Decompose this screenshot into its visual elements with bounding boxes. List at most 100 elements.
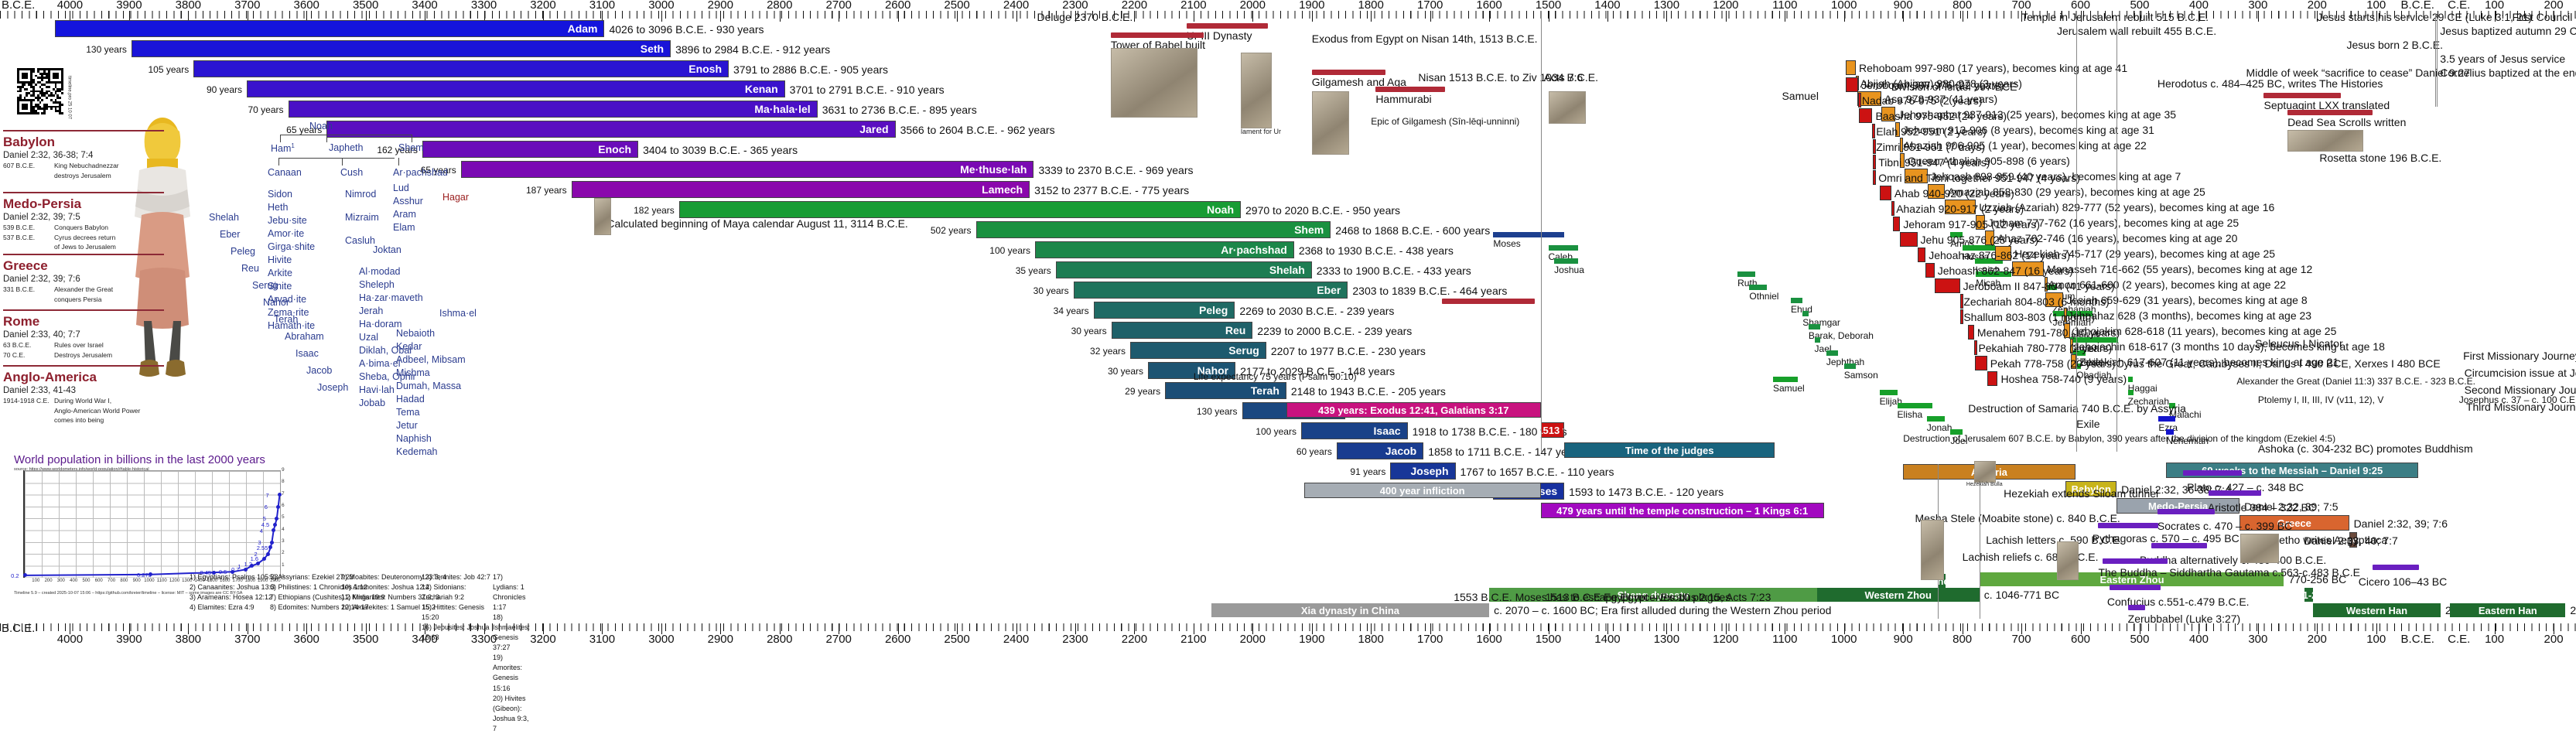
genealogy-name: Ha·zar·maveth xyxy=(359,292,423,303)
axis-tick-label: 3700 xyxy=(234,633,261,646)
accent-strip xyxy=(1441,299,1535,304)
era-divider-line xyxy=(2436,14,2438,107)
axis-tick-label: 2600 xyxy=(884,633,911,646)
genealogy-root: Noah xyxy=(309,121,333,131)
prophet-name: Micah xyxy=(1976,278,2001,288)
patriarch-bar: Reu xyxy=(1111,322,1253,339)
empire-bar-label: Greece xyxy=(2277,517,2311,529)
patriarch-name: Kenan xyxy=(744,83,778,95)
pop-chart-xtick: 800 xyxy=(120,579,128,583)
axis-major-tick xyxy=(1843,623,1845,634)
patriarch-gap-years: 32 years xyxy=(1090,346,1126,357)
prophet-bar xyxy=(1548,245,1578,251)
timeline-annotation: Exodus from Egypt on Nisan 14th, 1513 B.… xyxy=(1311,32,1538,45)
china-dynasty-label: Western Han xyxy=(2345,604,2408,616)
timeline-annotation: 1553 B.C.E. Moses has to escape Egypt – … xyxy=(1454,591,1771,603)
empire-scripture-ref: Daniel 2:32, 36-38; 7:4 xyxy=(2121,483,2231,496)
axis-tick-label: 2800 xyxy=(767,633,793,646)
timeline-annotation: 3.5 years of Jesus service xyxy=(2440,53,2566,65)
patriarch-dates: 3701 to 2791 B.C.E. - 910 years xyxy=(789,84,945,96)
footnote-item: 16) Jebusites: Joshua 15:63 xyxy=(422,623,490,642)
empire-bar-label: Medo-Persia xyxy=(2147,500,2209,512)
patriarch-bar: Shelah xyxy=(1055,261,1312,278)
empire-bar: Babylon xyxy=(2065,481,2117,497)
king-label: Abijah (Abijam) 980-978 (3 years) xyxy=(1860,77,2022,90)
genealogy-connector xyxy=(326,135,327,142)
genealogy-name: Mishma xyxy=(396,367,430,378)
prophet-name: Ehud xyxy=(1790,304,1812,315)
footnote-column: 9) Moabites: Deuteronomy 23:3, 4 10) Ammo… xyxy=(341,572,446,613)
world-population-chart: World population in billions in the last… xyxy=(11,453,300,608)
pop-chart-point xyxy=(266,551,271,556)
axis-major-tick xyxy=(483,623,485,634)
empire-scripture-ref: Daniel 2:33, 40; 7:7 xyxy=(2304,534,2398,547)
patriarch-gap-years: 162 years xyxy=(377,145,419,155)
prophet-name: Haggai xyxy=(2127,383,2157,394)
king-reign-bar xyxy=(2069,339,2073,353)
philosopher-strip xyxy=(2102,558,2168,564)
axis-major-tick xyxy=(2198,11,2200,22)
axis-major-tick xyxy=(1134,623,1136,634)
axis-tick-label: 1600 xyxy=(1476,633,1502,646)
king-reign-bar xyxy=(1934,278,1960,293)
pop-chart-xtick: 700 xyxy=(108,579,116,583)
king-label: Jehoiachin 618-617 (3 months 10 days), b… xyxy=(2073,340,2385,353)
pop-chart-point-label: 0.7 xyxy=(231,566,240,574)
empire-scripture: Daniel 2:33, 40; 7:7 xyxy=(3,330,80,340)
patriarch-dates: 2970 to 2020 B.C.E. - 950 years xyxy=(1245,204,1401,217)
event-bar: 479 years until the temple construction … xyxy=(1540,503,1824,518)
prophet-name: Elisha xyxy=(1897,409,1923,420)
axis-tick-label: 200 xyxy=(2544,633,2564,646)
axis-tick-label: 900 xyxy=(1893,0,1913,12)
axis-era-ce: C.E. xyxy=(2448,0,2471,12)
axis-major-tick xyxy=(128,623,130,634)
china-dynasty-bar: Eastern Han xyxy=(2450,603,2566,617)
king-reign-bar xyxy=(1975,356,1987,370)
king-reign-bar xyxy=(1900,232,1918,247)
king-label: Jehoash 862-847 (16 years) xyxy=(1937,265,2073,277)
genealogy-name: Dumah, Massa xyxy=(396,381,462,391)
axis-tick-label: 3100 xyxy=(589,0,616,12)
event-bar: Israel in the wilderness 1513 to 1473 B.… xyxy=(1540,422,1565,438)
era-divider-line xyxy=(2435,14,2437,107)
prophet-bar xyxy=(2045,285,2057,290)
axis-major-tick xyxy=(957,623,958,634)
footnote-item: 4) Elamites: Ezra 4:9 xyxy=(190,603,255,612)
patriarch-dates: 2368 to 1930 B.C.E. - 438 years xyxy=(1298,244,1454,257)
footnote-item: 14) Sidonians: Zechariah 9:2 xyxy=(422,583,466,602)
empire-name: Greece xyxy=(3,258,48,273)
stone-tablet-image xyxy=(1548,91,1586,124)
axis-tick-label: 200 xyxy=(2307,633,2327,646)
patriarch-gap-years: 65 years xyxy=(420,165,456,176)
king-reign-bar xyxy=(1872,124,1876,138)
axis-era-bce: B.C.E. xyxy=(2400,633,2434,646)
axis-tick-label: 200 xyxy=(2307,0,2327,12)
timeline-annotation: Cornelius baptized at the end of the 70t… xyxy=(2440,67,2576,79)
prophet-name: Jeremiah xyxy=(2052,317,2091,328)
axis-tick-label: 2300 xyxy=(1062,0,1088,12)
king-reign-bar xyxy=(1881,107,1896,121)
king-label: Jehoiakim 628-618 (11 years), becomes ki… xyxy=(2072,325,2337,337)
prophet-bar xyxy=(1962,245,1995,251)
pop-chart-point xyxy=(262,556,267,561)
king-reign-bar xyxy=(1987,371,1998,386)
king-label: Ahab 940-920 (22 years) xyxy=(1894,187,2014,200)
empire-event-text: Rules over Israel xyxy=(54,341,104,349)
footnote-item: 17) Lydians: 1 Chronicles 1:17 xyxy=(493,573,526,612)
empire-event-date: 607 B.C.E. xyxy=(3,162,36,169)
genealogy-name: Hivite xyxy=(268,254,292,265)
china-dynasty-dates: c. 2070 – c. 1600 BC; Era first alluded … xyxy=(1494,604,1832,616)
timeline-annotation: Herodotus c. 484–425 BC, writes The Hist… xyxy=(2157,77,2383,90)
pop-chart-point xyxy=(243,567,248,572)
timeline-annotation: Socrates c. 470 – c. 399 BC xyxy=(2157,520,2293,532)
patriarch-name: Ar·pachshad xyxy=(1221,244,1287,256)
empire-event-text: conquers Persia xyxy=(54,295,102,303)
genealogy-name: Canaan xyxy=(268,167,302,178)
accent-strip xyxy=(1375,87,1446,92)
axis-major-tick xyxy=(1607,11,1608,22)
patriarch-bar: Kenan xyxy=(247,80,785,97)
patriarch-dates: 3152 to 2377 B.C.E. - 775 years xyxy=(1034,184,1190,196)
patriarch-gap-years: 100 years xyxy=(1256,426,1297,437)
pop-chart-xtick: 1600 xyxy=(220,579,231,583)
prophet-bar xyxy=(2127,377,2133,382)
